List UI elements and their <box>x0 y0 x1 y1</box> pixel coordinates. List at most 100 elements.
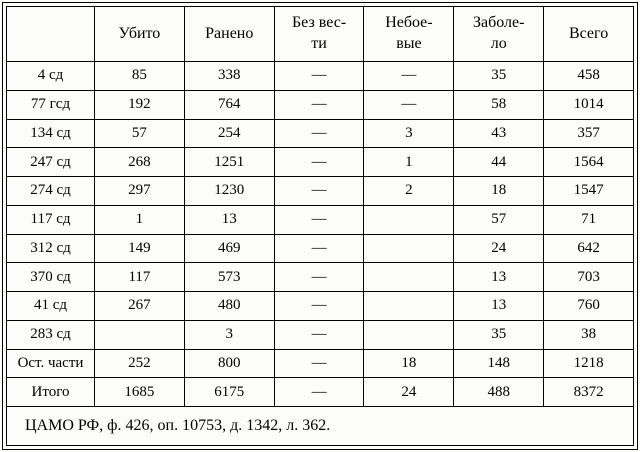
noncombat-cell <box>363 262 455 292</box>
noncombat-cell: — <box>363 61 455 91</box>
wounded-cell: 469 <box>183 233 275 264</box>
sick-cell: 148 <box>453 348 545 379</box>
wounded-cell: 338 <box>183 61 275 91</box>
missing-cell: — <box>273 89 365 120</box>
unit-cell: 41 сд <box>6 291 95 321</box>
table-row: 117 сд 1 13 — 57 71 <box>6 204 634 235</box>
wounded-cell: 13 <box>183 204 275 235</box>
killed-cell: 268 <box>94 147 185 177</box>
table-row: 77 гсд 192 764 — — 58 1014 <box>6 89 634 120</box>
noncombat-cell <box>363 291 455 321</box>
table-row: 370 сд 117 573 — 13 703 <box>6 262 634 292</box>
unit-cell: 117 сд <box>6 204 95 235</box>
noncombat-cell <box>363 319 455 350</box>
source-row: ЦАМО РФ, ф. 426, оп. 10753, д. 1342, л. … <box>6 406 634 446</box>
total-cell: 1218 <box>543 348 634 379</box>
total-cell: 38 <box>543 319 634 350</box>
killed-cell: 1 <box>94 204 185 235</box>
killed-cell: 267 <box>94 291 185 321</box>
noncombat-cell: 3 <box>363 118 455 149</box>
missing-cell: — <box>273 262 365 292</box>
header-row: Убито Ранено Без вес- ти Небое- вые Забо… <box>6 6 634 62</box>
sick-cell: 488 <box>453 377 545 407</box>
total-cell: 357 <box>543 118 634 149</box>
wounded-cell: 573 <box>183 262 275 292</box>
total-cell: 760 <box>543 291 634 321</box>
unit-cell: 134 сд <box>6 118 95 149</box>
unit-cell: 247 сд <box>6 147 95 177</box>
wounded-cell: 3 <box>183 319 275 350</box>
killed-cell: 85 <box>94 61 185 91</box>
unit-cell: 370 сд <box>6 262 95 292</box>
unit-cell: Итого <box>6 377 95 407</box>
noncombat-cell <box>363 233 455 264</box>
wounded-cell: 800 <box>183 348 275 379</box>
wounded-cell: 1230 <box>183 176 275 206</box>
wounded-cell: 6175 <box>183 377 275 407</box>
noncombat-cell: 18 <box>363 348 455 379</box>
unit-cell: 274 сд <box>6 176 95 206</box>
total-cell: 1014 <box>543 89 634 120</box>
killed-cell: 192 <box>94 89 185 120</box>
missing-cell: — <box>273 319 365 350</box>
sick-cell: 43 <box>453 118 545 149</box>
total-cell: 703 <box>543 262 634 292</box>
unit-cell: 283 сд <box>6 319 95 350</box>
sick-cell: 35 <box>453 319 545 350</box>
killed-cell: 1685 <box>94 377 185 407</box>
missing-cell: — <box>273 291 365 321</box>
missing-cell: — <box>273 348 365 379</box>
sick-cell: 13 <box>453 291 545 321</box>
killed-cell: 252 <box>94 348 185 379</box>
killed-cell: 149 <box>94 233 185 264</box>
header-wounded: Ранено <box>183 6 275 62</box>
killed-cell: 297 <box>94 176 185 206</box>
table-row: 41 сд 267 480 — 13 760 <box>6 291 634 321</box>
sick-cell: 58 <box>453 89 545 120</box>
header-missing: Без вес- ти <box>273 6 365 62</box>
missing-cell: — <box>273 233 365 264</box>
table-row: 134 сд 57 254 — 3 43 357 <box>6 118 634 149</box>
missing-cell: — <box>273 147 365 177</box>
missing-cell: — <box>273 176 365 206</box>
total-cell: 642 <box>543 233 634 264</box>
unit-cell: Ост. части <box>6 348 95 379</box>
noncombat-cell: 1 <box>363 147 455 177</box>
noncombat-cell <box>363 204 455 235</box>
header-sick: Заболе- ло <box>453 6 545 62</box>
noncombat-cell: 24 <box>363 377 455 407</box>
sick-cell: 18 <box>453 176 545 206</box>
total-cell: 71 <box>543 204 634 235</box>
missing-cell: — <box>273 61 365 91</box>
sick-cell: 57 <box>453 204 545 235</box>
sick-cell: 35 <box>453 61 545 91</box>
wounded-cell: 480 <box>183 291 275 321</box>
killed-cell <box>94 319 185 350</box>
table-row-total: Итого 1685 6175 — 24 488 8372 <box>6 377 634 407</box>
noncombat-cell: 2 <box>363 176 455 206</box>
killed-cell: 57 <box>94 118 185 149</box>
header-killed: Убито <box>94 6 185 62</box>
killed-cell: 117 <box>94 262 185 292</box>
total-cell: 1564 <box>543 147 634 177</box>
unit-cell: 4 сд <box>6 61 95 91</box>
wounded-cell: 1251 <box>183 147 275 177</box>
table-row: 4 сд 85 338 — — 35 458 <box>6 61 634 91</box>
total-cell: 1547 <box>543 176 634 206</box>
header-unit-column <box>6 6 95 62</box>
missing-cell: — <box>273 377 365 407</box>
archive-source-reference: ЦАМО РФ, ф. 426, оп. 10753, д. 1342, л. … <box>6 406 634 446</box>
wounded-cell: 764 <box>183 89 275 120</box>
missing-cell: — <box>273 118 365 149</box>
casualties-table: Убито Ранено Без вес- ти Небое- вые Забо… <box>6 6 634 446</box>
sick-cell: 13 <box>453 262 545 292</box>
noncombat-cell: — <box>363 89 455 120</box>
total-cell: 458 <box>543 61 634 91</box>
header-total: Всего <box>543 6 634 62</box>
table-row: 247 сд 268 1251 — 1 44 1564 <box>6 147 634 177</box>
wounded-cell: 254 <box>183 118 275 149</box>
total-cell: 8372 <box>543 377 634 407</box>
sick-cell: 44 <box>453 147 545 177</box>
table-row: 274 сд 297 1230 — 2 18 1547 <box>6 176 634 206</box>
